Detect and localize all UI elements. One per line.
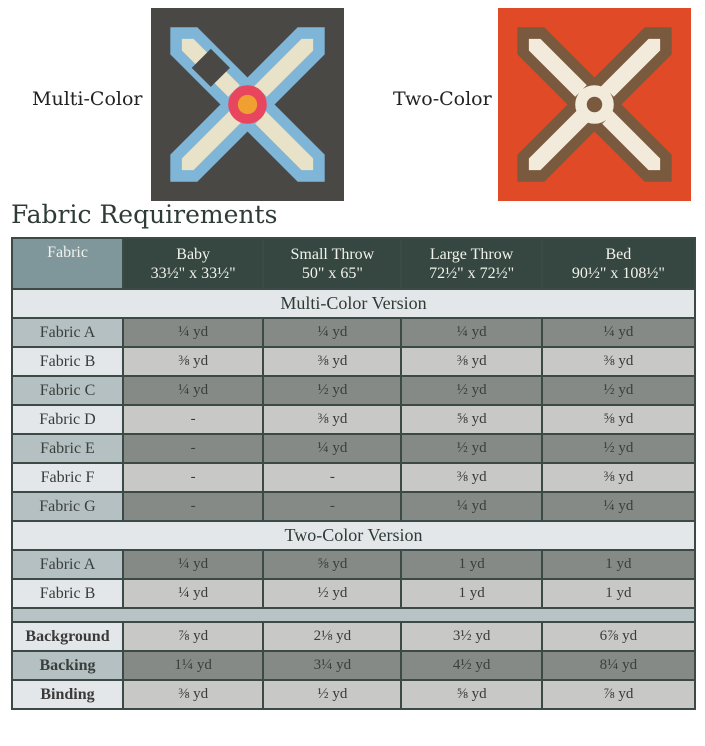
column-header: Small Throw 50" x 65" <box>262 237 403 290</box>
table-cell: ⅜ yd <box>400 462 543 493</box>
column-header: Baby 33½" x 33½" <box>121 237 265 290</box>
table-cell: ⅜ yd <box>400 346 543 377</box>
table-cell: 2⅛ yd <box>262 621 403 652</box>
table-cell: ⅜ yd <box>262 404 403 435</box>
table-cell: ¼ yd <box>540 491 697 522</box>
row-label: Background <box>11 621 124 652</box>
table-row: Backing 1¼ yd 3¼ yd 4½ yd 8¼ yd <box>11 650 697 681</box>
table-row: Fabric G--¼ yd ¼ yd <box>11 491 697 522</box>
table-cell: ½ yd <box>262 679 403 710</box>
table-row: Fabric E-¼ yd ½ yd ½ yd <box>11 433 697 464</box>
table-cell: - <box>121 462 265 493</box>
table-cell: ⅞ yd <box>121 621 265 652</box>
table-row: Background ⅞ yd 2⅛ yd 3½ yd 6⅞ yd <box>11 621 697 652</box>
row-label: Backing <box>11 650 124 681</box>
two-color-quilt-image <box>498 8 691 201</box>
column-name: Large Throw <box>429 245 514 263</box>
multi-color-label: Multi-Color <box>32 88 143 110</box>
table-cell: 6⅞ yd <box>540 621 697 652</box>
table-cell: ½ yd <box>262 578 403 609</box>
table-row: Fabric D-⅜ yd ⅝ yd ⅝ yd <box>11 404 697 435</box>
table-cell: - <box>262 462 403 493</box>
table-cell: ¼ yd <box>540 317 697 348</box>
column-name: Baby <box>176 245 211 263</box>
two-color-label: Two-Color <box>393 88 492 110</box>
table-cell: ¼ yd <box>121 317 265 348</box>
table-cell: ⅜ yd <box>540 346 697 377</box>
table-cell: ⅝ yd <box>262 549 403 580</box>
column-header: Large Throw 72½" x 72½" <box>400 237 543 290</box>
column-header: Bed 90½" x 108½" <box>540 237 697 290</box>
table-cell: - <box>121 433 265 464</box>
column-size: 33½" x 33½" <box>150 264 236 282</box>
table-cell: - <box>121 491 265 522</box>
table-cell: ½ yd <box>540 375 697 406</box>
row-label: Fabric B <box>11 346 124 377</box>
row-label: Binding <box>11 679 124 710</box>
table-cell: 1 yd <box>400 549 543 580</box>
table-cell: ⅜ yd <box>121 679 265 710</box>
table-cell: ¼ yd <box>121 578 265 609</box>
table-cell: 1¼ yd <box>121 650 265 681</box>
table-cell: 1 yd <box>400 578 543 609</box>
table-cell: ½ yd <box>400 433 543 464</box>
row-label: Fabric C <box>11 375 124 406</box>
table-cell: ⅞ yd <box>540 679 697 710</box>
table-cell: ½ yd <box>262 375 403 406</box>
table-cell: ½ yd <box>540 433 697 464</box>
table-cell: - <box>262 491 403 522</box>
row-label: Fabric A <box>11 549 124 580</box>
section-header: Two-Color Version <box>11 520 696 551</box>
column-size: 50" x 65" <box>301 264 363 282</box>
multi-color-quilt-image <box>151 8 344 201</box>
row-label: Fabric B <box>11 578 124 609</box>
row-label: Fabric D <box>11 404 124 435</box>
table-cell: 3½ yd <box>400 621 543 652</box>
table-cell: 1 yd <box>540 549 697 580</box>
table-cell: - <box>121 404 265 435</box>
table-cell: ⅝ yd <box>540 404 697 435</box>
column-name: Bed <box>605 245 632 263</box>
table-cell: ¼ yd <box>121 375 265 406</box>
page-title: Fabric Requirements <box>11 200 278 229</box>
section-header: Multi-Color Version <box>11 288 696 319</box>
column-size: 72½" x 72½" <box>429 264 515 282</box>
row-label: Fabric A <box>11 317 124 348</box>
table-cell: ⅜ yd <box>121 346 265 377</box>
table-cell: ⅝ yd <box>400 679 543 710</box>
table-cell: ¼ yd <box>262 317 403 348</box>
column-header: Fabric <box>11 237 124 290</box>
table-cell: ⅜ yd <box>540 462 697 493</box>
table-cell: ¼ yd <box>121 549 265 580</box>
table-cell: ½ yd <box>400 375 543 406</box>
table-cell: ¼ yd <box>400 491 543 522</box>
column-size: 90½" x 108½" <box>571 264 665 282</box>
column-name: Small Throw <box>290 245 375 263</box>
table-cell: ¼ yd <box>400 317 543 348</box>
table-cell: 4½ yd <box>400 650 543 681</box>
row-label: Fabric E <box>11 433 124 464</box>
column-name: Fabric <box>47 244 88 261</box>
row-label: Fabric F <box>11 462 124 493</box>
section-divider <box>11 607 696 623</box>
fabric-requirements-table: Fabric Baby 33½" x 33½" Small Throw 50" x 65… <box>11 237 697 710</box>
row-label: Fabric G <box>11 491 124 522</box>
table-row: Fabric F--⅜ yd ⅜ yd <box>11 462 697 493</box>
table-row: Binding ⅜ yd ½ yd ⅝ yd ⅞ yd <box>11 679 697 710</box>
table-cell: 3¼ yd <box>262 650 403 681</box>
table-cell: ¼ yd <box>262 433 403 464</box>
table-cell: 1 yd <box>540 578 697 609</box>
table-cell: 8¼ yd <box>540 650 697 681</box>
table-cell: ⅝ yd <box>400 404 543 435</box>
table-cell: ⅜ yd <box>262 346 403 377</box>
